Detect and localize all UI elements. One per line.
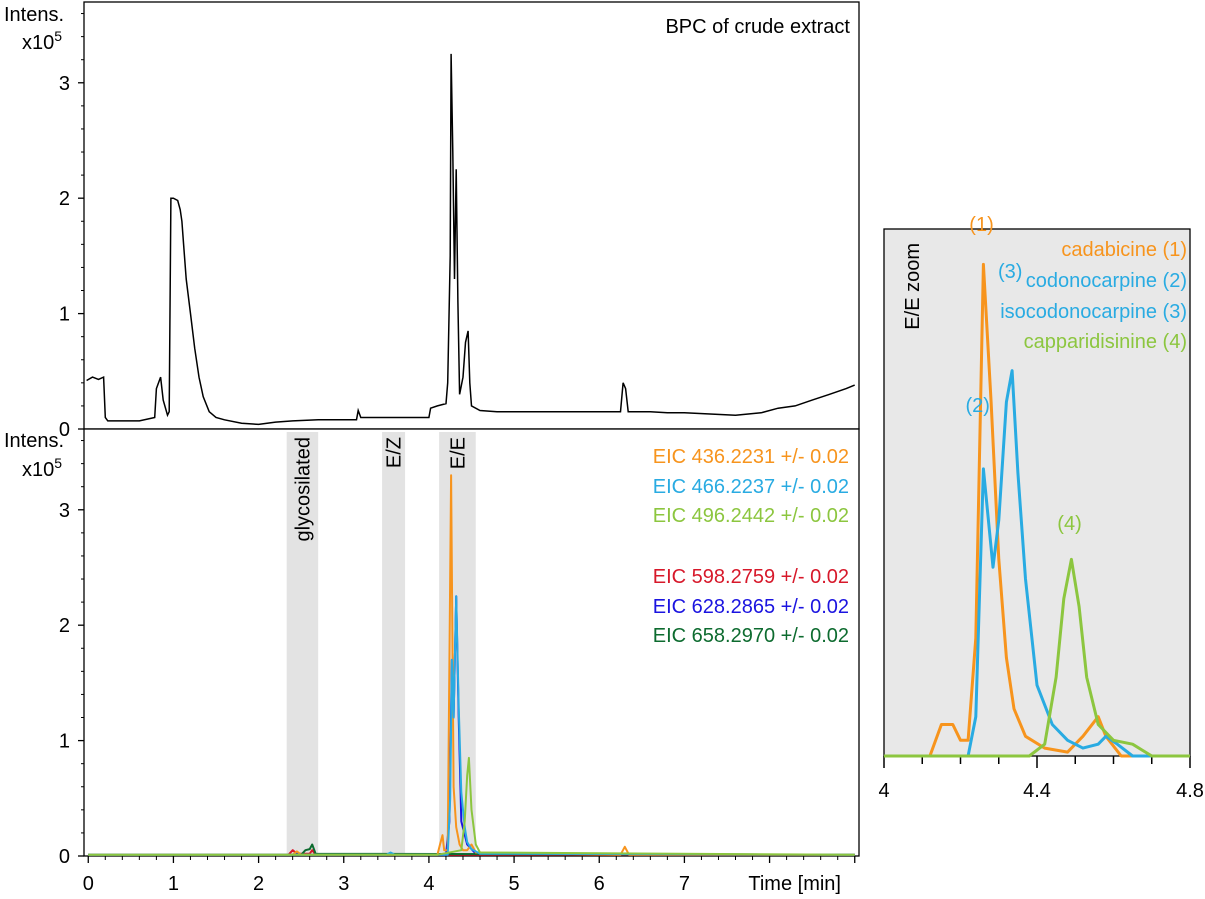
zoom-x-tick-label: 4.4: [1023, 780, 1051, 802]
zoom-plot-frame: [883, 228, 1191, 757]
eic-trace: [88, 756, 855, 856]
eic-bands: glycosilated E/Z E/E: [286, 432, 476, 854]
bpc-y-label-base: x10: [22, 32, 54, 54]
bpc-y-label-exponent: 5: [54, 28, 62, 44]
eic-x-tick-label: 3: [338, 873, 349, 895]
eic-y-ticks: 0 1 2 3: [59, 440, 84, 868]
zoom-trace: [884, 557, 1190, 758]
zoom-legend: cadabicine (1) codonocarpine (2) isocodono…: [1000, 239, 1187, 353]
eic-legend-entry: EIC 466.2237 +/- 0.02: [653, 476, 849, 498]
zoom-panel: 4 4.4 4.8 (1) (2) (3) (4) cadabicine (1) codon…: [878, 214, 1203, 802]
eic-y-tick-label: 1: [59, 731, 70, 753]
zoom-legend-entry: codonocarpine (2): [1026, 270, 1187, 292]
eic-band-label: E/E: [447, 437, 469, 469]
eic-y-tick-label: 3: [59, 500, 70, 522]
zoom-peak-label: (3): [998, 261, 1022, 283]
bpc-y-tick-label: 3: [59, 73, 70, 95]
zoom-peak-label: (4): [1057, 513, 1081, 535]
zoom-x-tick-label: 4: [878, 780, 889, 802]
eic-x-ticks: 0 1 2 3 4 5 6 7: [83, 856, 856, 895]
eic-legend-entry: EIC 496.2442 +/- 0.02: [653, 505, 849, 527]
eic-y-label-base: x10: [22, 459, 54, 481]
eic-band-label: glycosilated: [292, 437, 314, 542]
eic-y-tick-label: 2: [59, 615, 70, 637]
zoom-peak-label: (1): [969, 214, 993, 236]
bpc-y-tick-label: 1: [59, 304, 70, 326]
eic-band-label: E/Z: [384, 437, 406, 468]
eic-x-tick-label: 0: [83, 873, 94, 895]
eic-y-label-scale: x105: [22, 455, 62, 481]
eic-y-label-exponent: 5: [54, 455, 62, 471]
zoom-trace: [884, 369, 1190, 758]
zoom-peak-labels: (1) (2) (3) (4): [965, 214, 1081, 535]
eic-legend: EIC 436.2231 +/- 0.02 EIC 466.2237 +/- 0.…: [653, 446, 849, 647]
eic-x-tick-label: 1: [168, 873, 179, 895]
zoom-x-tick-label: 4.8: [1176, 780, 1204, 802]
eic-y-tick-label: 0: [59, 846, 70, 868]
eic-panel: glycosilated E/Z E/E 0 1 2 3 0 1 2 3 4 5 6 7 EIC 436…: [4, 428, 860, 895]
eic-legend-entry: EIC 658.2970 +/- 0.02: [653, 625, 849, 647]
zoom-legend-entry: isocodonocarpine (3): [1000, 301, 1187, 323]
bpc-panel: 0 1 2 3 BPC of crude extract Intens. x105: [4, 1, 860, 441]
eic-x-tick-label: 2: [253, 873, 264, 895]
eic-x-tick-label: 7: [679, 873, 690, 895]
bpc-y-tick-label: 2: [59, 188, 70, 210]
eic-legend-entry: EIC 628.2865 +/- 0.02: [653, 596, 849, 618]
eic-x-tick-label: 5: [509, 873, 520, 895]
zoom-title: E/E zoom: [902, 243, 924, 330]
eic-x-axis-label: Time [min]: [748, 873, 841, 895]
zoom-peak-label: (2): [965, 395, 989, 417]
zoom-traces: [884, 262, 1190, 758]
bpc-trace: [86, 53, 855, 426]
eic-traces: [88, 474, 855, 856]
zoom-legend-entry: capparidisinine (4): [1024, 331, 1187, 353]
eic-legend-entry: EIC 436.2231 +/- 0.02: [653, 446, 849, 468]
bpc-title: BPC of crude extract: [665, 16, 850, 38]
eic-legend-entry: EIC 598.2759 +/- 0.02: [653, 566, 849, 588]
bpc-y-tick-label: 0: [59, 419, 70, 441]
eic-x-tick-label: 6: [594, 873, 605, 895]
bpc-y-label-intens: Intens.: [4, 4, 64, 26]
eic-y-label-intens: Intens.: [4, 430, 64, 452]
eic-x-tick-label: 4: [423, 873, 434, 895]
bpc-y-ticks: 0 1 2 3: [59, 13, 84, 441]
eic-band: [382, 432, 406, 854]
bpc-y-label-scale: x105: [22, 28, 62, 54]
zoom-legend-entry: cadabicine (1): [1061, 239, 1187, 261]
bpc-plot-frame: [83, 1, 860, 430]
eic-band: [286, 432, 319, 854]
